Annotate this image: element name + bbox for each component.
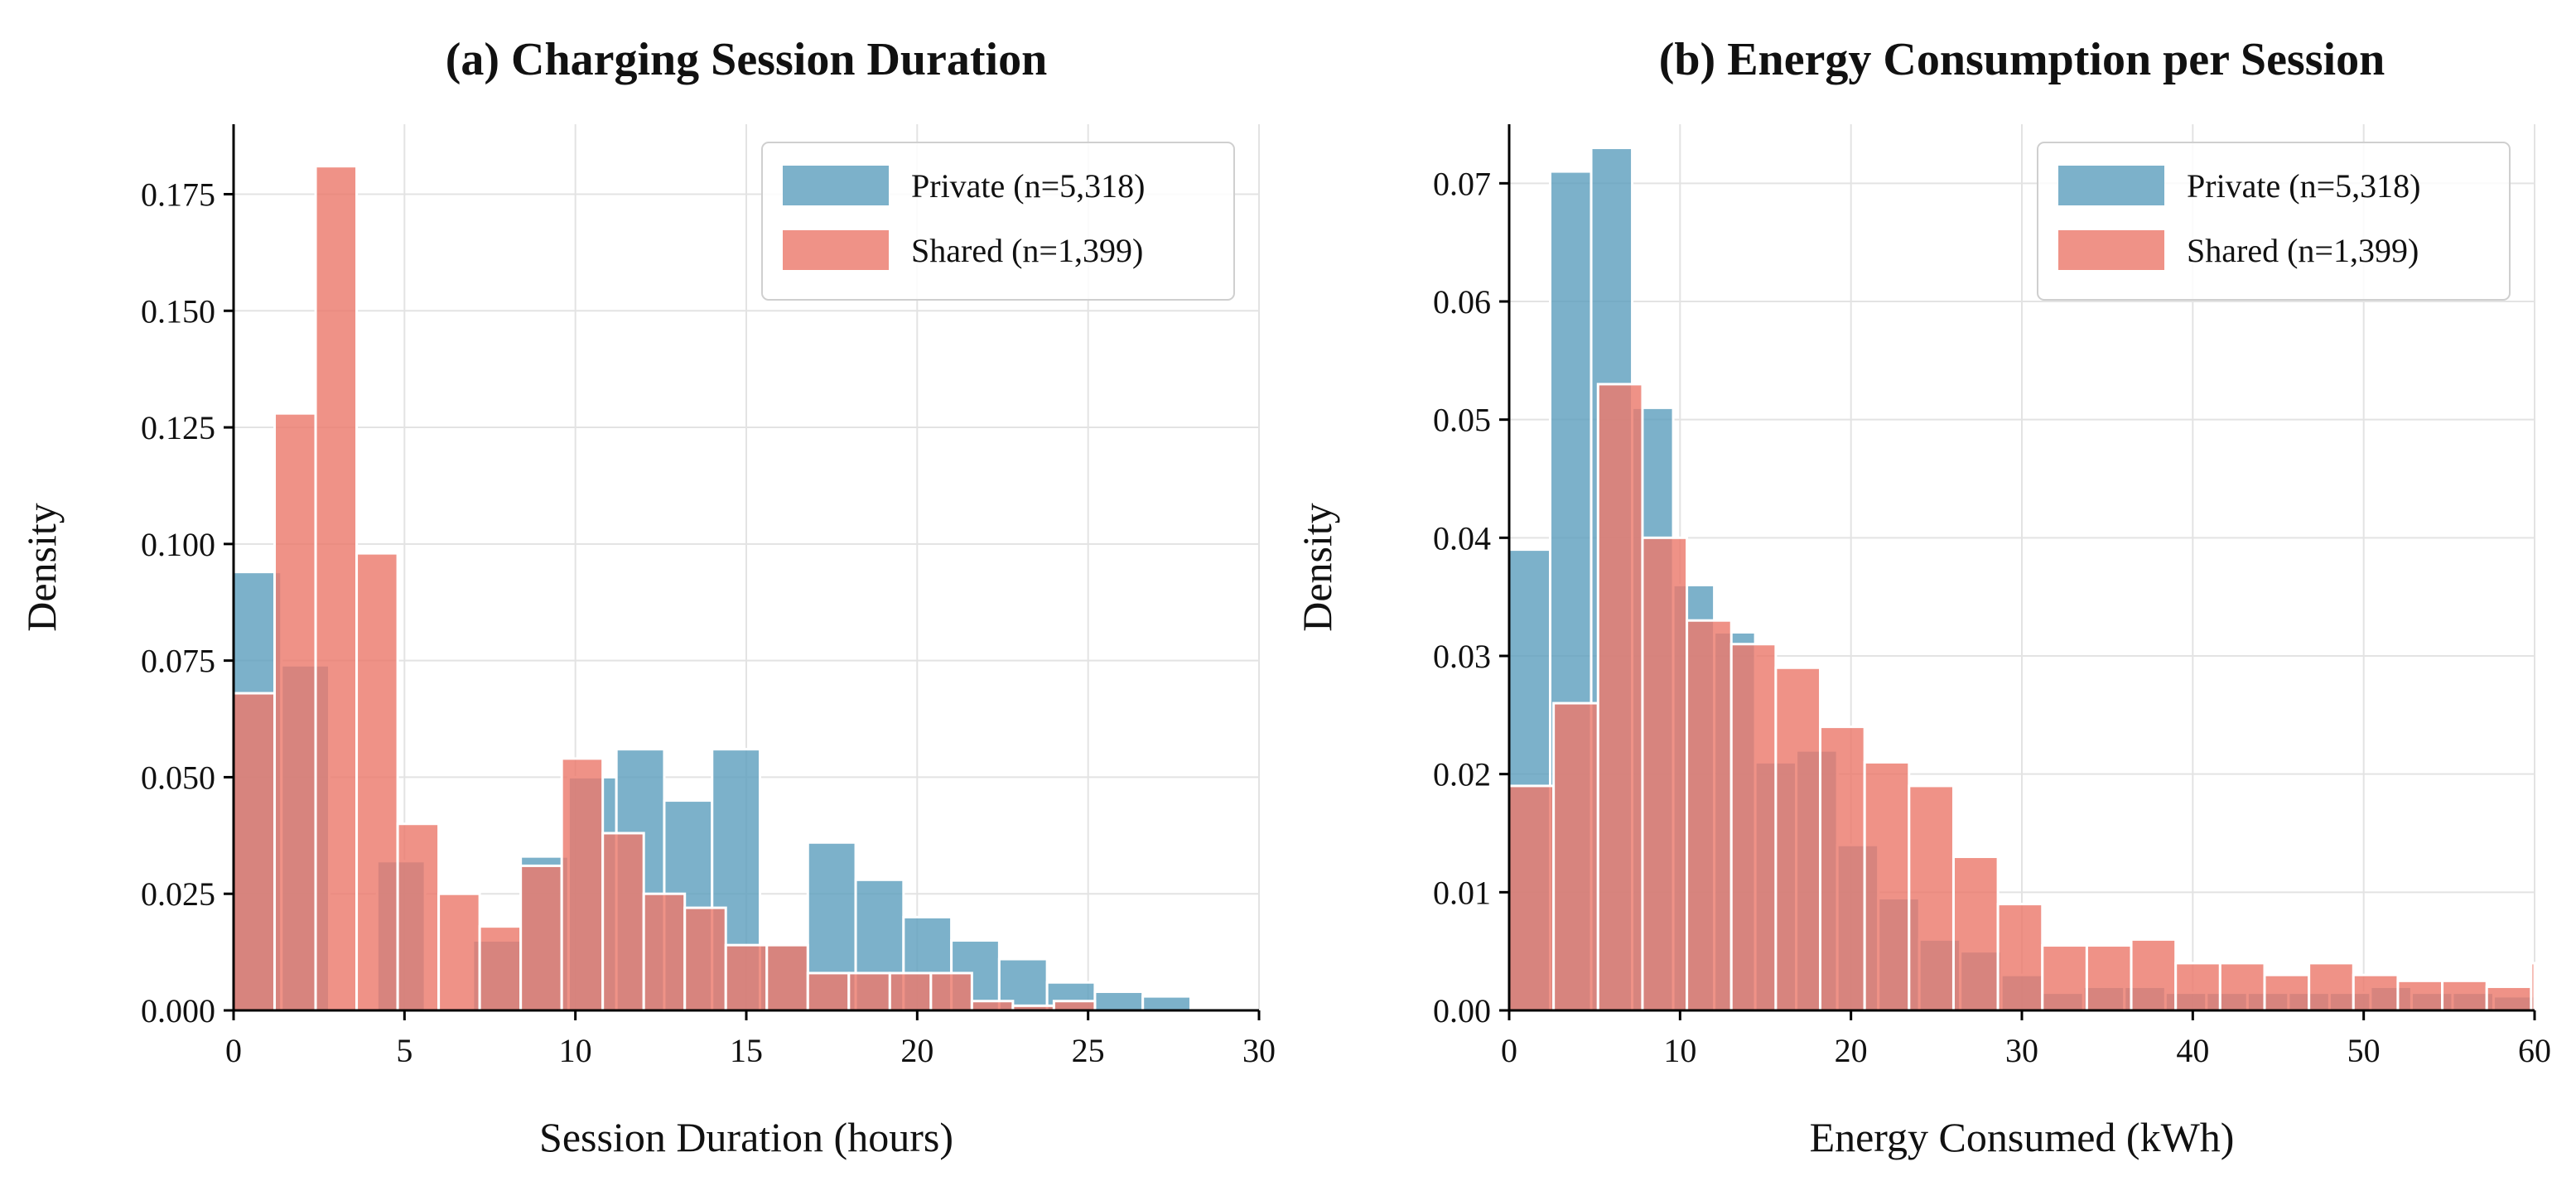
- x-tick-label: 50: [2347, 1032, 2381, 1069]
- histogram-bar: [1996, 903, 2044, 1012]
- y-axis-label: Density: [18, 503, 65, 632]
- chart-title: (a) Charging Session Duration: [446, 34, 1048, 85]
- y-tick-label: 0.06: [1433, 283, 1491, 321]
- histogram-bar: [478, 925, 523, 1012]
- histogram-bar: [2130, 938, 2178, 1012]
- y-tick-label: 0.05: [1433, 402, 1491, 439]
- x-tick-label: 0: [225, 1032, 242, 1069]
- histogram-bar: [1951, 856, 2000, 1012]
- histogram-bar: [1507, 784, 1556, 1012]
- y-tick-label: 0.100: [141, 526, 215, 563]
- histogram-bar: [232, 692, 277, 1012]
- x-tick-label: 25: [1072, 1032, 1105, 1069]
- legend-label: Shared (n=1,399): [2187, 232, 2419, 269]
- x-tick-label: 60: [2518, 1032, 2551, 1069]
- y-tick-label: 0.00: [1433, 992, 1491, 1029]
- histogram-bar: [1052, 1000, 1097, 1012]
- legend-swatch: [783, 166, 889, 205]
- legend-label: Private (n=5,318): [911, 167, 1146, 205]
- y-tick-label: 0.125: [141, 409, 215, 446]
- histogram-bar: [1596, 383, 1644, 1012]
- y-tick-label: 0.07: [1433, 165, 1491, 202]
- x-tick-label: 10: [559, 1032, 592, 1069]
- chart-title: (b) Energy Consumption per Session: [1659, 34, 2385, 85]
- histogram-bar: [2308, 962, 2355, 1012]
- histogram-bar: [2441, 979, 2488, 1012]
- histogram-bar: [2352, 973, 2400, 1012]
- histogram-bar: [2263, 973, 2311, 1012]
- y-tick-label: 0.000: [141, 992, 215, 1029]
- histogram-bar: [1774, 666, 1822, 1012]
- histogram-bar: [1729, 643, 1778, 1012]
- histogram-bar: [2530, 962, 2536, 1012]
- x-tick-label: 30: [2005, 1032, 2038, 1069]
- y-tick-label: 0.025: [141, 875, 215, 913]
- histogram-bar: [1093, 990, 1145, 1012]
- y-tick-label: 0.01: [1433, 874, 1491, 911]
- histogram-bar: [1641, 536, 1689, 1012]
- histogram-bar: [765, 943, 809, 1012]
- histogram-bar: [847, 971, 891, 1012]
- histogram-bar: [1686, 619, 1733, 1012]
- histogram-bar: [1863, 760, 1911, 1012]
- x-tick-label: 15: [730, 1032, 763, 1069]
- histogram-bar: [1908, 784, 1955, 1012]
- histogram-bar: [1552, 701, 1599, 1012]
- histogram-bar: [601, 832, 645, 1012]
- histogram-bar: [2396, 979, 2444, 1012]
- legend-swatch: [2058, 230, 2164, 270]
- histogram-bar: [560, 757, 605, 1012]
- series-shared: [1507, 383, 2536, 1012]
- x-tick-label: 10: [1663, 1032, 1696, 1069]
- x-tick-label: 20: [900, 1032, 933, 1069]
- legend-swatch: [2058, 166, 2164, 205]
- legend-label: Shared (n=1,399): [911, 232, 1143, 269]
- y-tick-label: 0.150: [141, 292, 215, 330]
- histogram-bar: [437, 892, 481, 1012]
- histogram-bar: [806, 971, 851, 1012]
- histogram-bar: [2485, 985, 2533, 1012]
- legend: Private (n=5,318) Shared (n=1,399): [761, 142, 1235, 301]
- chart-panel-duration: 0 5 10 15 20 25 30 0.000 0.025 0.050 0.075 0.100 0.1…: [18, 34, 1276, 1160]
- x-tick-label: 0: [1501, 1032, 1517, 1069]
- histogram-bar: [519, 864, 563, 1012]
- histogram-bar: [929, 971, 973, 1012]
- y-tick-label: 0.02: [1433, 756, 1491, 793]
- histogram-bar: [273, 412, 317, 1012]
- histogram-bar: [2085, 944, 2133, 1012]
- histogram-bar: [2218, 962, 2266, 1012]
- histogram-bar: [396, 822, 441, 1012]
- histogram-bar: [888, 971, 933, 1012]
- histogram-bar: [355, 552, 399, 1012]
- histogram-bar: [2174, 962, 2221, 1012]
- legend-swatch: [783, 230, 889, 270]
- x-tick-label: 40: [2176, 1032, 2209, 1069]
- histogram-bar: [642, 892, 687, 1012]
- legend-label: Private (n=5,318): [2187, 167, 2421, 205]
- x-axis-label: Energy Consumed (kWh): [1810, 1114, 2235, 1160]
- histogram-bar: [1141, 995, 1192, 1012]
- histogram-bar: [724, 943, 769, 1012]
- y-tick-label: 0.03: [1433, 638, 1491, 675]
- legend: Private (n=5,318) Shared (n=1,399): [2037, 142, 2511, 301]
- histogram-bar: [683, 906, 727, 1012]
- histogram-bar: [2041, 944, 2088, 1012]
- y-tick-label: 0.175: [141, 176, 215, 213]
- x-tick-label: 20: [1835, 1032, 1868, 1069]
- histogram-bar: [970, 1000, 1015, 1012]
- y-tick-label: 0.050: [141, 759, 215, 796]
- histogram-bar: [314, 165, 359, 1012]
- histogram-bar: [1819, 725, 1866, 1012]
- y-tick-label: 0.075: [141, 643, 215, 680]
- x-axis-label: Session Duration (hours): [539, 1114, 953, 1160]
- y-axis-label: Density: [1294, 503, 1340, 632]
- x-tick-label: 5: [396, 1032, 412, 1069]
- y-tick-label: 0.04: [1433, 519, 1491, 557]
- chart-panel-energy: 0 10 20 30 40 50 60 0.00 0.01 0.02 0.03 0.04 0.05 0.0…: [1294, 34, 2551, 1160]
- x-tick-label: 30: [1242, 1032, 1276, 1069]
